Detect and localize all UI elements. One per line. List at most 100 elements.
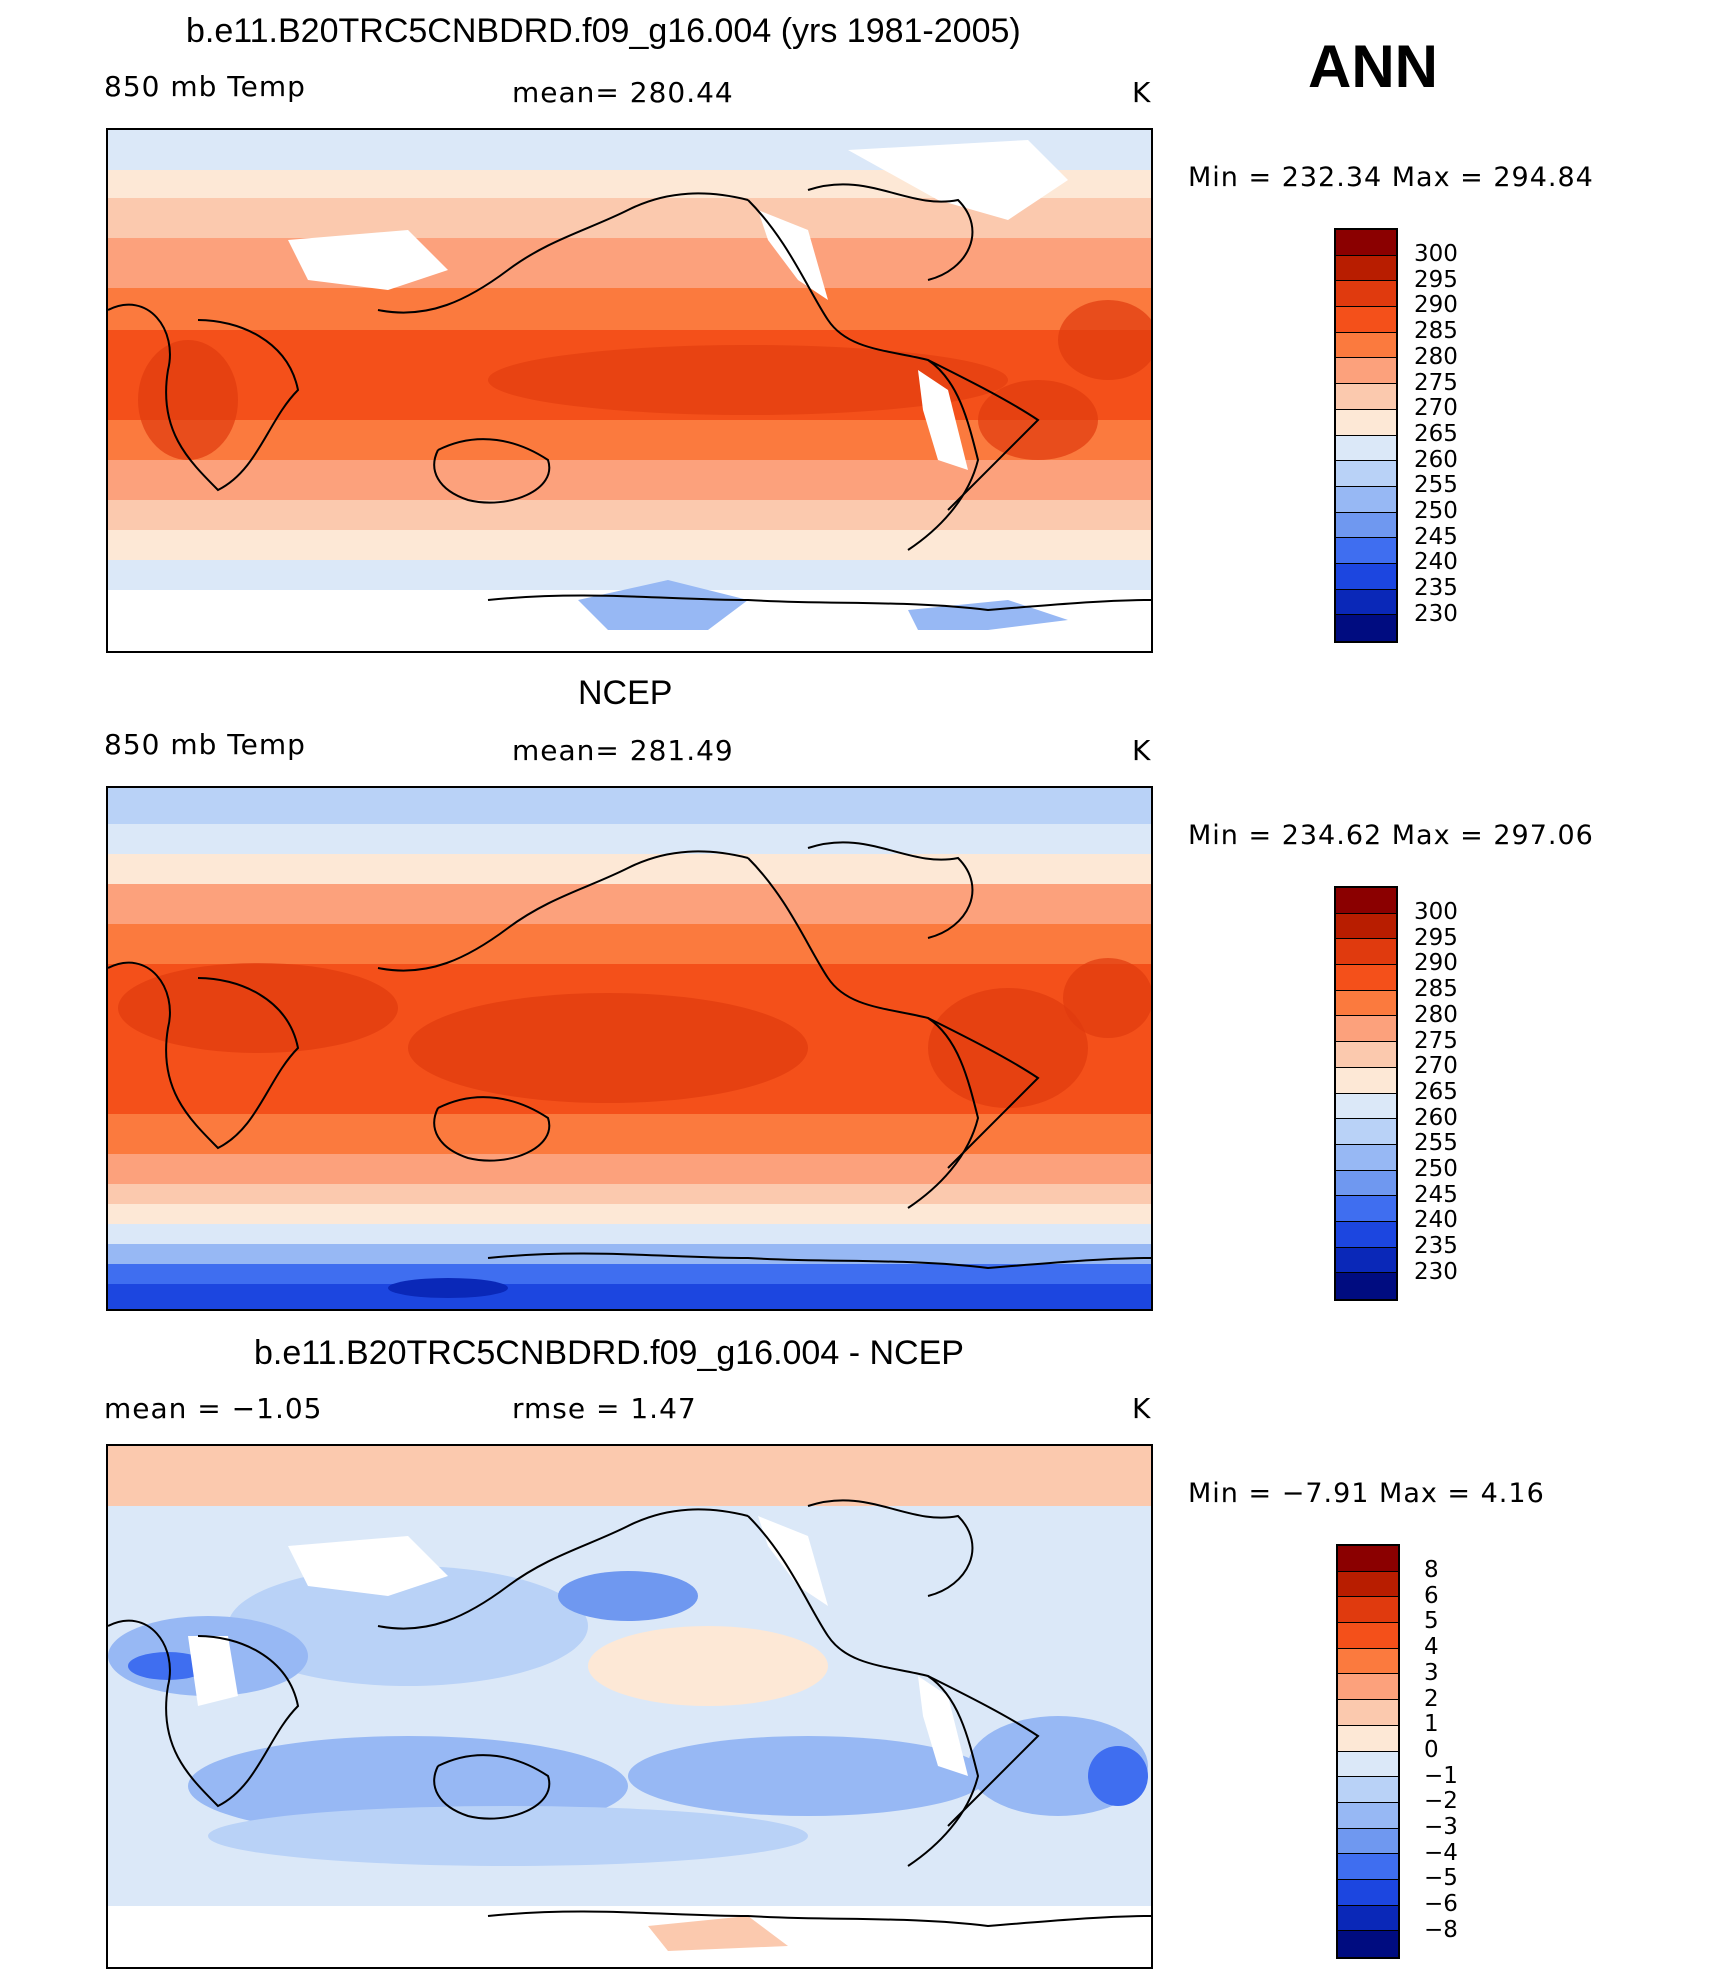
panel2-colorbar-label: 265 [1414,1078,1458,1105]
panel3-colorbar-label: 2 [1424,1685,1439,1712]
panel1-colorbar-swatch [1336,230,1396,256]
panel3-colorbar-swatch [1338,1854,1398,1880]
panel3-map-field [108,1446,1151,1967]
panel1-colorbar-label: 255 [1414,472,1458,499]
panel3-colorbar-label: 0 [1424,1736,1439,1763]
panel2-colorbar-label: 235 [1414,1233,1458,1260]
panel3-colorbar-swatch [1338,1546,1398,1572]
panel3-colorbar-swatch [1338,1700,1398,1726]
panel1-map-field [108,130,1151,651]
panel2-colorbar-label: 270 [1414,1053,1458,1080]
panel1-map [106,128,1153,653]
panel3-colorbar-swatch [1338,1777,1398,1803]
panel2-colorbar-label: 280 [1414,1001,1458,1028]
panel1-colorbar-label: 270 [1414,395,1458,422]
panel3-colorbar-label: −2 [1424,1788,1458,1815]
panel3-colorbar-labels: 8 6 5 4 3 2 1 0 −1 −2 −3 −4 −5 −6 −8 [1424,1557,1458,1944]
panel3-colorbar-swatch [1338,1931,1398,1957]
panel1-colorbar-label: 235 [1414,575,1458,602]
panel1-colorbar-swatch [1336,358,1396,385]
panel3-colorbar-swatch [1338,1674,1398,1701]
panel1-colorbar-swatch [1336,461,1396,487]
panel1-colorbar-swatch [1336,563,1396,590]
panel2-title: NCEP [578,674,673,712]
panel1-colorbar-swatch [1336,615,1396,641]
panel3-colorbar-swatch [1338,1751,1398,1778]
panel1-mean: mean= 280.44 [512,76,734,109]
panel2-colorbar-swatch [1336,1119,1396,1145]
panel1-variable: 850 mb Temp [104,70,306,103]
panel2-colorbar-swatch [1336,1170,1396,1197]
panel1-units: K [1132,76,1152,109]
panel3-colorbar-label: 8 [1424,1557,1439,1583]
panel1-colorbar-labels: 300 295 290 285 280 275 270 265 260 255 250 245 240 2… [1414,241,1458,628]
panel3-colorbar-label: −3 [1424,1814,1458,1841]
panel2-colorbar-label: 250 [1414,1156,1458,1183]
panel1-colorbar-label: 250 [1414,498,1458,525]
panel3-colorbar-swatch [1338,1879,1398,1906]
panel2-colorbar-swatch [1336,1247,1396,1274]
panel1-colorbar-swatch [1336,307,1396,333]
panel2-colorbar-label: 275 [1414,1027,1458,1054]
panel1-colorbar [1334,228,1398,643]
panel1-colorbar-label: 245 [1414,523,1458,550]
panel1-colorbar-label: 240 [1414,549,1458,576]
panel2-colorbar-swatch [1336,913,1396,940]
panel1-colorbar-label: 295 [1414,266,1458,293]
panel3-units: K [1132,1392,1152,1425]
panel2-colorbar-label: 290 [1414,950,1458,977]
panel1-colorbar-swatch [1336,255,1396,282]
panel2-colorbar [1334,886,1398,1301]
panel3-title: b.e11.B20TRC5CNBDRD.f09_g16.004 - NCEP [254,1334,964,1372]
panel3-colorbar-swatch [1338,1725,1398,1752]
panel3-colorbar-label: −6 [1424,1891,1458,1918]
panel1-colorbar-label: 260 [1414,446,1458,473]
season-label: ANN [1308,33,1438,100]
panel2-colorbar-label: 260 [1414,1104,1458,1131]
panel3-map [106,1444,1153,1969]
panel2-colorbar-swatch [1336,1221,1396,1248]
panel1-colorbar-label: 230 [1414,600,1458,627]
panel1-colorbar-swatch [1336,332,1396,359]
panel2-colorbar-label: 240 [1414,1207,1458,1234]
panel2-mean: mean= 281.49 [512,734,734,767]
panel2-variable: 850 mb Temp [104,728,306,761]
panel2-colorbar-swatch [1336,1042,1396,1068]
panel1-colorbar-swatch [1336,538,1396,564]
panel3-colorbar-label: 1 [1424,1711,1439,1738]
panel2-colorbar-swatch [1336,888,1396,914]
panel1-colorbar-label: 275 [1414,369,1458,396]
panel3-colorbar-label: −5 [1424,1865,1458,1892]
panel1-colorbar-swatch [1336,589,1396,616]
panel1-colorbar-swatch [1336,384,1396,410]
panel2-colorbar-swatch [1336,939,1396,966]
panel2-colorbar-swatch [1336,1144,1396,1171]
panel2-colorbar-label: 285 [1414,976,1458,1003]
panel1-minmax: Min = 232.34 Max = 294.84 [1188,162,1594,193]
panel2-colorbar-swatch [1336,1067,1396,1094]
panel2-colorbar-label: 255 [1414,1130,1458,1157]
panel1-colorbar-swatch [1336,435,1396,462]
panel3-colorbar-label: −8 [1424,1916,1458,1943]
panel2-colorbar-swatch [1336,1093,1396,1120]
panel2-colorbar-labels: 300 295 290 285 280 275 270 265 260 255 250 245 240 2… [1414,899,1458,1286]
panel3-colorbar [1336,1544,1400,1959]
panel3-rmse: rmse = 1.47 [512,1392,697,1425]
panel3-colorbar-swatch [1338,1623,1398,1649]
panel1-colorbar-label: 285 [1414,318,1458,345]
panel3-colorbar-swatch [1338,1828,1398,1855]
panel3-colorbar-label: 5 [1424,1608,1439,1635]
panel1-colorbar-label: 280 [1414,343,1458,370]
panel3-colorbar-label: −1 [1424,1762,1458,1789]
panel3-colorbar-label: 4 [1424,1634,1439,1661]
panel3-colorbar-swatch [1338,1648,1398,1675]
panel1-colorbar-swatch [1336,512,1396,539]
panel2-units: K [1132,734,1152,767]
panel1-colorbar-label: 265 [1414,420,1458,447]
panel2-map [106,786,1153,1311]
panel3-colorbar-swatch [1338,1905,1398,1932]
panel2-colorbar-swatch [1336,1273,1396,1299]
panel1-colorbar-swatch [1336,281,1396,308]
panel2-colorbar-swatch [1336,1196,1396,1222]
panel2-colorbar-swatch [1336,1016,1396,1043]
